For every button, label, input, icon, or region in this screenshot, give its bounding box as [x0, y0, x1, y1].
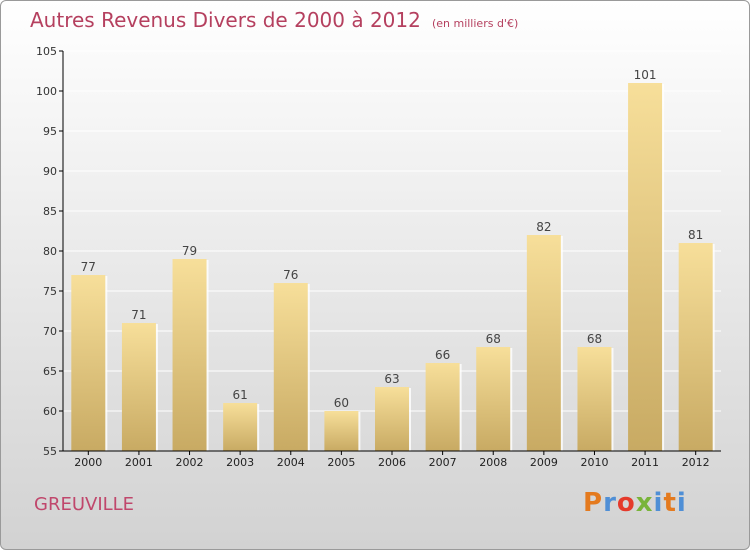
- data-label: 76: [283, 268, 298, 282]
- bar: [172, 259, 207, 451]
- data-label: 66: [435, 348, 450, 362]
- data-label: 60: [334, 396, 349, 410]
- bar: [375, 387, 409, 451]
- bar: [628, 83, 663, 451]
- y-tick-label: 95: [43, 125, 57, 138]
- x-tick-label: 2002: [176, 456, 204, 469]
- data-label: 68: [486, 332, 501, 346]
- data-label: 101: [634, 68, 657, 82]
- y-tick-label: 75: [43, 285, 57, 298]
- y-tick-label: 60: [43, 405, 57, 418]
- brand-letter: r: [603, 488, 617, 518]
- x-tick-label: 2003: [226, 456, 254, 469]
- bar: [273, 283, 308, 451]
- brand-letter: P: [583, 488, 604, 518]
- bar: [678, 243, 713, 451]
- x-tick-label: 2010: [580, 456, 608, 469]
- x-tick-label: 2008: [479, 456, 507, 469]
- bar: [526, 235, 561, 451]
- brand-letter: i: [676, 488, 687, 518]
- bar: [476, 347, 511, 451]
- data-label: 81: [688, 228, 703, 242]
- data-label: 82: [536, 220, 551, 234]
- y-tick-label: 65: [43, 365, 57, 378]
- x-tick-label: 2001: [125, 456, 153, 469]
- x-tick-label: 2012: [682, 456, 710, 469]
- bar: [324, 411, 359, 451]
- y-tick-label: 100: [36, 85, 57, 98]
- brand-letter: i: [653, 488, 664, 518]
- brand-letter: t: [663, 488, 677, 518]
- x-tick-label: 2011: [631, 456, 659, 469]
- x-tick-label: 2000: [74, 456, 102, 469]
- data-label: 63: [384, 372, 399, 386]
- data-label: 77: [81, 260, 96, 274]
- y-tick-label: 85: [43, 205, 57, 218]
- bar: [577, 347, 612, 451]
- y-tick-label: 80: [43, 245, 57, 258]
- data-label: 71: [131, 308, 146, 322]
- brand-letter: o: [616, 488, 636, 518]
- bar: [223, 403, 258, 451]
- bar: [121, 323, 156, 451]
- place-name: GREUVILLE: [34, 494, 135, 515]
- data-label: 61: [233, 388, 248, 402]
- y-tick-label: 55: [43, 445, 57, 458]
- chart-title: Autres Revenus Divers de 2000 à 2012: [30, 8, 421, 32]
- brand-letter: x: [635, 488, 654, 518]
- x-tick-label: 2005: [327, 456, 355, 469]
- data-label: 79: [182, 244, 197, 258]
- x-tick-label: 2009: [530, 456, 558, 469]
- data-label: 68: [587, 332, 602, 346]
- bar: [425, 363, 460, 451]
- chart-subtitle: (en milliers d'€): [431, 17, 519, 30]
- x-tick-label: 2006: [378, 456, 406, 469]
- brand-logo: Proxiti: [583, 488, 687, 518]
- x-tick-label: 2004: [277, 456, 305, 469]
- bar: [71, 275, 106, 451]
- y-tick-label: 90: [43, 165, 57, 178]
- chart-header: Autres Revenus Divers de 2000 à 2012 (en…: [30, 8, 518, 32]
- y-tick-label: 70: [43, 325, 57, 338]
- y-tick-label: 105: [36, 45, 57, 58]
- x-tick-label: 2007: [429, 456, 457, 469]
